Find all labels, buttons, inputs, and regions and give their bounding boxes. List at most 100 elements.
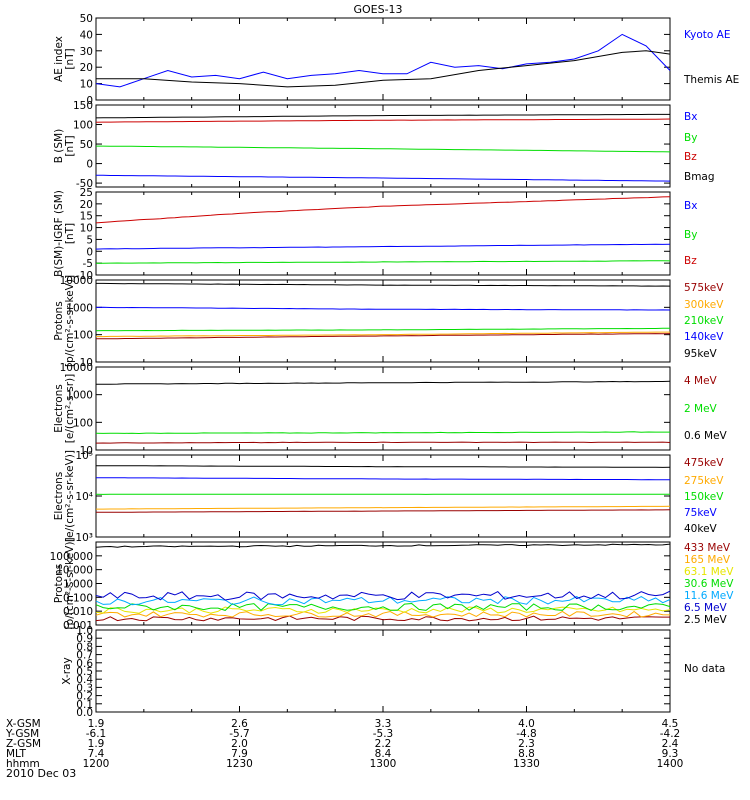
y-tick-label: 20 bbox=[80, 199, 93, 211]
series-line-2-mev bbox=[95, 431, 670, 435]
y-tick-label: 10000 bbox=[60, 275, 93, 287]
panel-b: -50 0 50 100 150 B (SM)[nT] Bx By Bz Bmag bbox=[53, 100, 715, 190]
legend-entry: 300keV bbox=[684, 299, 724, 311]
series-line-210kev bbox=[95, 327, 670, 332]
series-line-95kev bbox=[96, 282, 671, 287]
y-axis-label-line: [e/(cm²-s-sr-keV)] bbox=[64, 450, 76, 542]
y-tick-label: 10⁴ bbox=[75, 491, 93, 503]
bottom-axis-table: X-GSM 1.9 2.6 3.3 4.0 4.5 Y-GSM -6.1 -5.7 -5.3 -4.… bbox=[5, 718, 683, 770]
y-axis-label-line: Protons bbox=[53, 564, 65, 603]
axis-row-value: 2.2 bbox=[375, 738, 392, 750]
axis-row-label: Z-GSM bbox=[6, 738, 41, 750]
series-line-themis-ae bbox=[96, 50, 671, 88]
y-tick-label: 0 bbox=[86, 95, 93, 107]
series-line-4-mev bbox=[95, 441, 671, 444]
panel-frame bbox=[95, 629, 671, 713]
legend-entry: 4 MeV bbox=[684, 375, 718, 387]
legend-entry: Bmag bbox=[684, 171, 715, 183]
y-tick-label: 0.001 bbox=[63, 620, 93, 632]
axis-row-value: 2.3 bbox=[518, 738, 535, 750]
series-line-63.1-mev bbox=[95, 606, 671, 614]
y-tick-label: 10⁵ bbox=[75, 450, 93, 462]
axis-row-value: 4.0 bbox=[518, 718, 535, 730]
legend-entry: By bbox=[684, 132, 697, 144]
axis-row-label: hhmm bbox=[6, 758, 40, 770]
y-axis-label: B (SM)[nT] bbox=[53, 129, 76, 163]
y-axis-label: X-ray bbox=[61, 657, 73, 684]
y-axis-label-line: [p/(cm²-s-sr-keV)] bbox=[64, 275, 76, 367]
series-line-433-mev bbox=[95, 615, 670, 622]
y-tick-label: 40 bbox=[80, 29, 93, 41]
y-tick-label: -10 bbox=[76, 270, 93, 282]
panel-frame bbox=[95, 366, 671, 451]
y-tick-label: 0.010 bbox=[63, 606, 93, 618]
legend-entry: 2 MeV bbox=[684, 403, 718, 415]
axis-row-value: 4.5 bbox=[662, 718, 679, 730]
series-line-11.6-mev bbox=[95, 595, 671, 606]
y-axis-label-line: Protons bbox=[53, 301, 65, 340]
axis-row-value: 8.4 bbox=[375, 748, 392, 760]
y-axis-label: B(SM)-IGRF (SM)[nT] bbox=[53, 190, 76, 277]
series-line-75kev bbox=[96, 477, 670, 481]
y-tick-label: 1.000 bbox=[63, 579, 93, 591]
legend-entry: Bx bbox=[684, 200, 697, 212]
y-tick-label: 1.0 bbox=[76, 625, 93, 637]
panel-xray: 0.00.10.20.30.40.50.60.70.80.91.0 X-ray No… bbox=[61, 625, 725, 719]
y-tick-label: 1000 bbox=[66, 390, 93, 402]
series-line-bx bbox=[96, 174, 671, 182]
legend-entry: 30.6 MeV bbox=[684, 578, 734, 590]
axis-row-value: -5.7 bbox=[229, 728, 250, 740]
axis-row-value: 2.0 bbox=[231, 738, 248, 750]
no-data-note: No data bbox=[684, 663, 725, 675]
figure-title: GOES-13 bbox=[353, 3, 402, 16]
y-axis-label-line: B(SM)-IGRF (SM) bbox=[53, 190, 65, 277]
legend-entry: 165 MeV bbox=[684, 554, 731, 566]
axis-row-value: -6.1 bbox=[86, 728, 107, 740]
y-tick-label: -50 bbox=[76, 178, 93, 190]
y-tick-label: 0.6 bbox=[76, 658, 93, 670]
legend-entry: 150keV bbox=[684, 491, 724, 503]
axis-row-value: 7.4 bbox=[88, 748, 105, 760]
y-tick-label: 1000 bbox=[66, 302, 93, 314]
y-tick-label: 50 bbox=[80, 13, 93, 25]
y-tick-label: 100 bbox=[73, 120, 93, 132]
axis-row-value: 1.9 bbox=[88, 718, 105, 730]
y-tick-label: 15 bbox=[80, 211, 93, 223]
legend-entry: Themis AE bbox=[683, 74, 739, 86]
y-tick-label: 50 bbox=[80, 139, 93, 151]
y-tick-label: 10.000 bbox=[56, 565, 93, 577]
series-line-30.6-mev bbox=[95, 602, 671, 611]
legend-entry: 6.5 MeV bbox=[684, 602, 728, 614]
series-line-2.5-mev bbox=[95, 543, 671, 548]
legend-entry: By bbox=[684, 229, 697, 241]
legend-entry: 0.6 MeV bbox=[684, 430, 728, 442]
y-tick-label: 100 bbox=[73, 330, 93, 342]
y-tick-label: 0.5 bbox=[76, 666, 93, 678]
y-tick-label: 0.2 bbox=[76, 691, 93, 703]
series-line-475kev bbox=[96, 509, 671, 513]
axis-row-value: 1230 bbox=[226, 758, 253, 770]
y-tick-label: 10 bbox=[80, 223, 93, 235]
y-axis-label: Electrons[e/(cm²-s-sr-keV)] bbox=[53, 450, 76, 542]
y-axis-label-line: [nT] bbox=[64, 223, 76, 244]
axis-row-label: Y-GSM bbox=[5, 728, 39, 740]
y-axis-label-line: X-ray bbox=[61, 657, 73, 684]
y-tick-label: 100 bbox=[73, 417, 93, 429]
y-tick-label: 10 bbox=[80, 357, 93, 369]
y-axis-label-line: B (SM) bbox=[53, 129, 65, 163]
series-line-by bbox=[95, 260, 671, 264]
series-line-40kev bbox=[96, 465, 671, 468]
y-tick-label: 0.8 bbox=[76, 641, 93, 653]
legend-entry: 40keV bbox=[684, 523, 718, 535]
y-tick-label: 0.1 bbox=[76, 699, 93, 711]
series-line-165-mev bbox=[95, 610, 671, 618]
series-line-575kev bbox=[96, 333, 671, 340]
y-axis-label-line: [p/(cm²-s-sr-keV)] bbox=[64, 537, 76, 629]
y-tick-label: 0.100 bbox=[63, 592, 93, 604]
y-tick-label: 0 bbox=[86, 159, 93, 171]
